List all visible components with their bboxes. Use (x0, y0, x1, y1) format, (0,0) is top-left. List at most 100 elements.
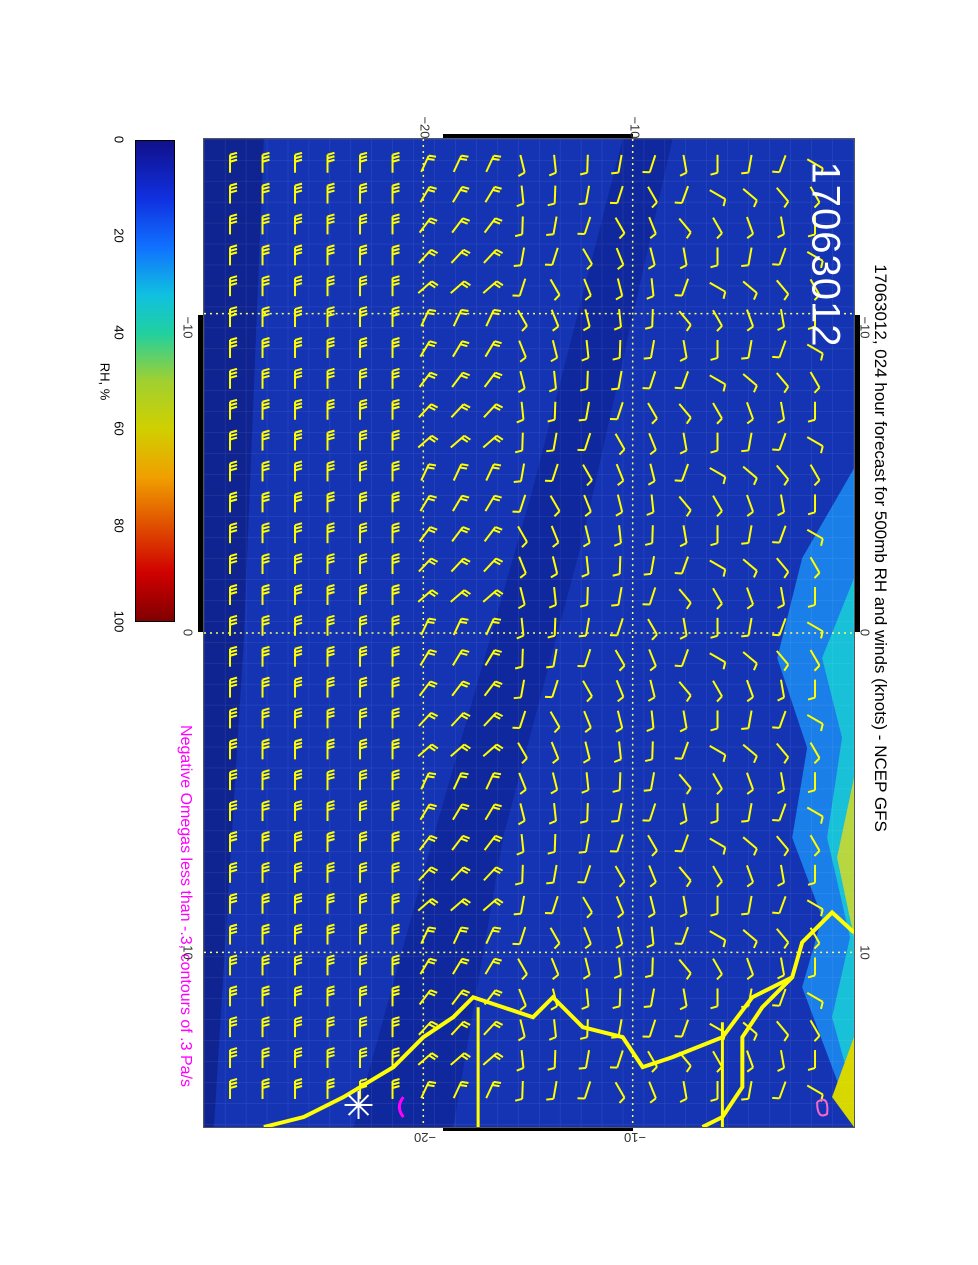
wind-barb (294, 892, 303, 914)
wind-barb (582, 248, 593, 271)
wind-barb (326, 645, 335, 667)
wind-barb (294, 738, 303, 760)
wind-barb (582, 680, 593, 703)
wind-barb (359, 306, 368, 328)
wind-barb (709, 745, 727, 763)
wind-barb (359, 1016, 368, 1038)
wind-barb (647, 895, 656, 918)
wind-barb (712, 958, 723, 981)
wind-barb (419, 649, 437, 666)
wind-barb (451, 217, 471, 234)
wind-barb (261, 892, 270, 914)
wind-barb (326, 275, 335, 297)
wind-barb (746, 957, 755, 980)
wind-barb (582, 896, 593, 919)
wind-barb (326, 306, 335, 328)
wind-barb (679, 710, 688, 733)
wind-barb (483, 866, 504, 882)
wind-barb (550, 957, 560, 981)
wind-barb (326, 429, 335, 451)
wind-barb (550, 525, 560, 548)
wind-barb (229, 645, 238, 667)
wind-barb (807, 494, 817, 516)
wind-barb (518, 988, 527, 1011)
wind-barb (359, 460, 368, 482)
wind-barb (643, 339, 656, 360)
wind-barb (359, 398, 368, 420)
rh-colorbar (135, 140, 175, 622)
wind-barb (581, 556, 590, 578)
axis-tick-label: 10 (857, 945, 873, 960)
map-canvas[interactable] (204, 139, 854, 1127)
wind-barb (483, 217, 503, 234)
wind-barb (391, 306, 400, 328)
frame-edge-bottom (443, 1126, 633, 1131)
wind-barb (678, 310, 692, 332)
wind-barb (612, 772, 622, 793)
wind-barb (678, 681, 692, 703)
wind-barb (807, 772, 817, 794)
wind-barb (547, 401, 557, 423)
colorbar-tick-label: 20 (111, 228, 127, 244)
wind-barb (678, 495, 692, 517)
wind-barb (674, 1019, 690, 1038)
wind-barb (484, 494, 502, 512)
wind-barb (579, 803, 589, 824)
colorbar-tick-label: 0 (111, 135, 127, 144)
wind-barb (391, 614, 400, 636)
wind-barb (418, 248, 439, 264)
wind-barb (746, 587, 755, 610)
wind-barb (550, 309, 560, 332)
wind-barb (294, 800, 303, 822)
wind-barb (512, 710, 527, 729)
wind-barb (577, 216, 592, 235)
wind-barb (777, 309, 786, 331)
map-frame[interactable] (203, 138, 855, 1128)
wind-barb (418, 834, 438, 851)
wind-barb (261, 491, 270, 513)
wind-barb (777, 679, 786, 702)
wind-barb (452, 1080, 469, 1099)
axis-tick-label: −10 (857, 316, 873, 339)
wind-barb (647, 463, 656, 486)
wind-barb (261, 954, 270, 976)
wind-barb (807, 401, 817, 423)
wind-barb (483, 557, 504, 573)
wind-barb (614, 649, 626, 672)
wind-barb (418, 371, 438, 388)
wind-barb (678, 217, 692, 239)
wind-barb (450, 589, 471, 603)
wind-barb (581, 988, 590, 1010)
wind-barb (746, 1050, 755, 1073)
wind-barb (775, 557, 790, 579)
wind-barb (516, 401, 525, 424)
wind-barb (419, 803, 437, 821)
wind-barb (229, 584, 238, 605)
wind-barb (326, 491, 335, 513)
axis-tick-label: −10 (627, 116, 643, 139)
wind-barb (326, 954, 335, 976)
wind-barb (742, 373, 758, 393)
wind-barb (712, 309, 723, 332)
wind-barb (418, 526, 438, 542)
wind-barb (648, 865, 657, 888)
wind-barb (614, 217, 626, 240)
wind-barb (359, 182, 368, 204)
wind-barb (775, 928, 790, 950)
wind-barb (582, 957, 591, 980)
wind-barb (450, 1020, 471, 1036)
wind-barb (483, 834, 503, 851)
wind-barb (806, 158, 824, 176)
wind-barb (485, 926, 502, 945)
wind-barb (547, 833, 557, 855)
wind-barb (678, 403, 692, 425)
wind-barb (546, 1080, 558, 1101)
wind-barb (516, 617, 525, 640)
wind-barb (229, 151, 238, 173)
wind-barb (419, 340, 437, 358)
wind-barb (391, 954, 400, 976)
wind-barb (809, 278, 821, 301)
wind-barb (451, 526, 471, 542)
wind-barb (806, 528, 824, 546)
wind-barb (674, 926, 690, 946)
